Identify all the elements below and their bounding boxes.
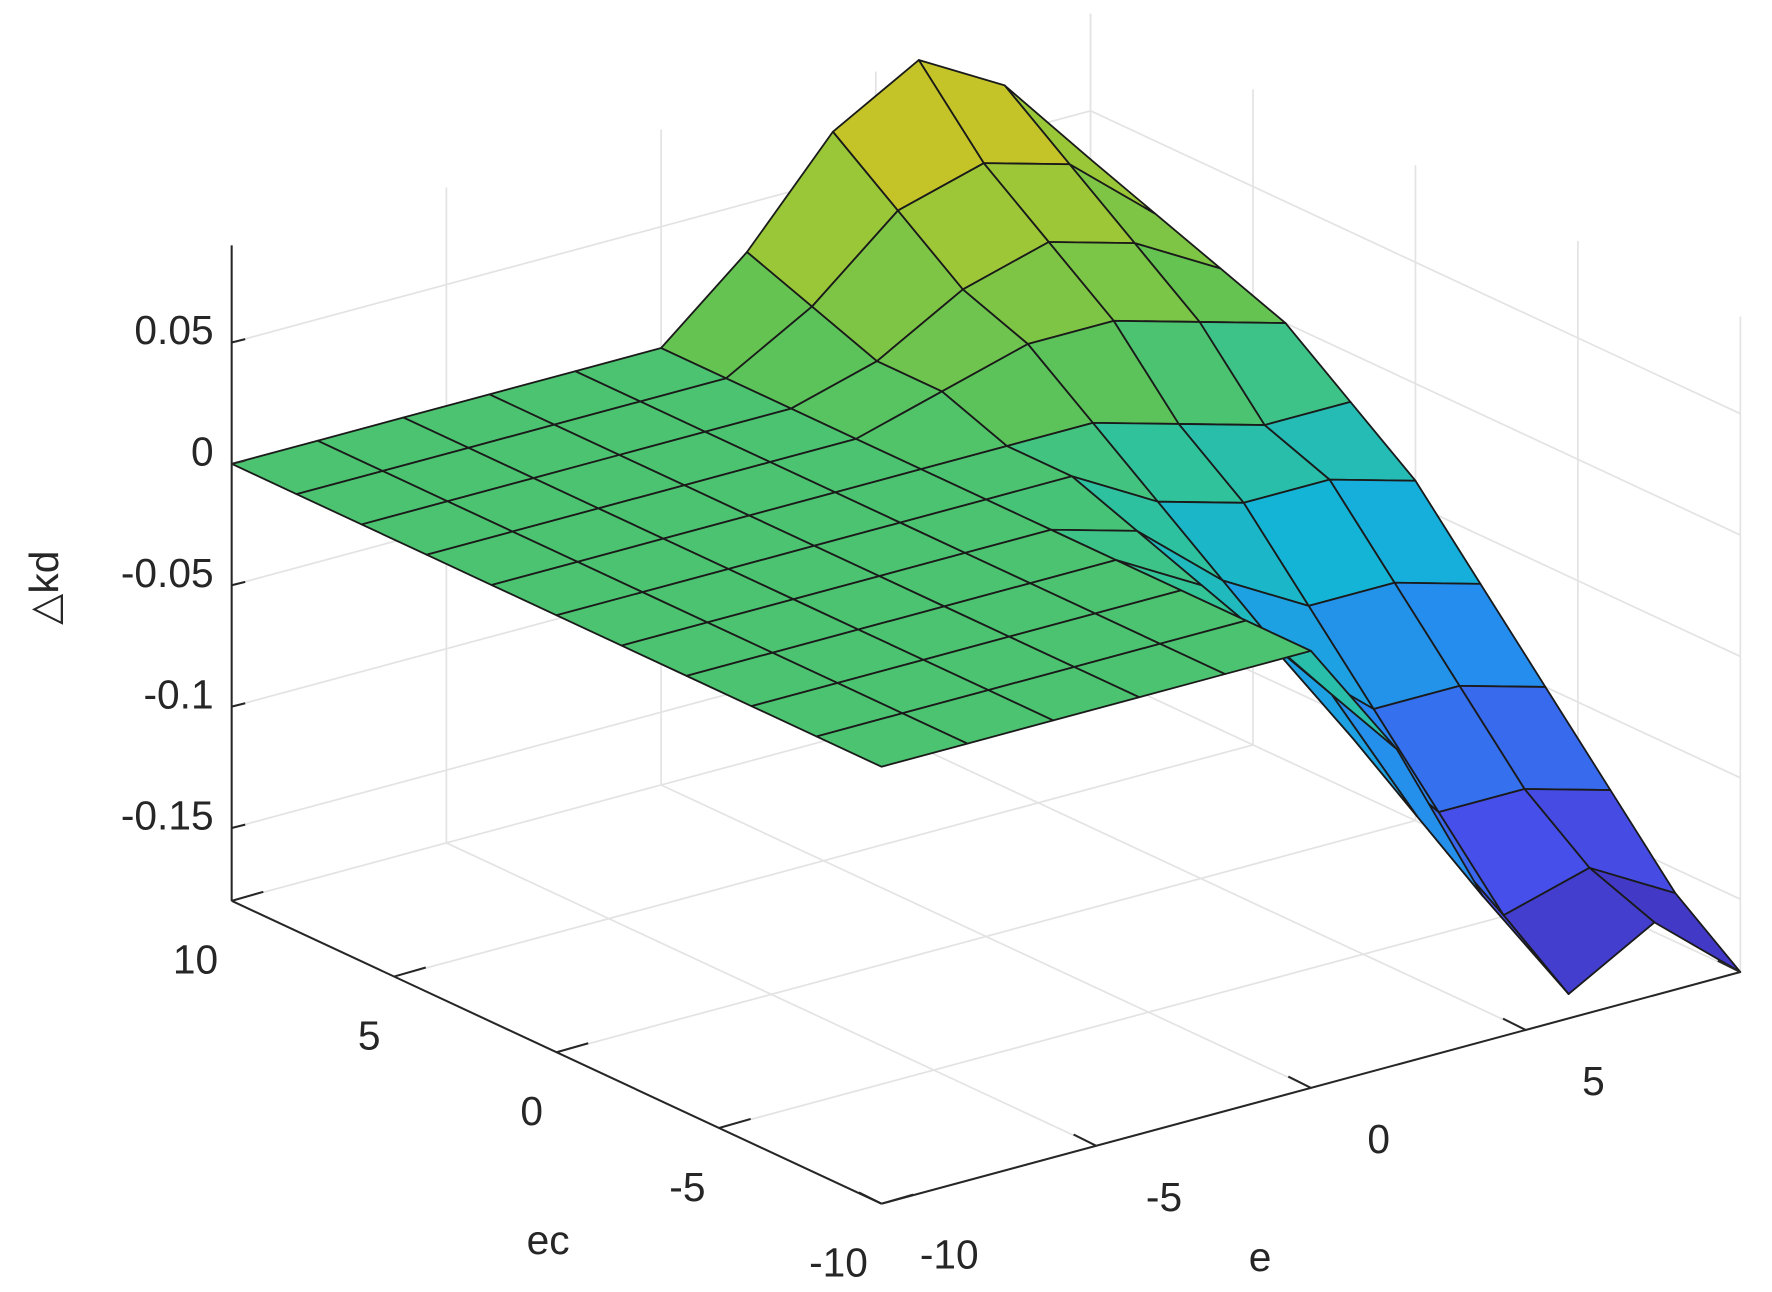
z-tick	[231, 823, 246, 829]
y-axis	[231, 899, 882, 1205]
grid-line	[1090, 110, 1741, 415]
z-tick	[231, 580, 246, 587]
z-tick-label: -0.05	[121, 550, 214, 596]
x-tick-label: -10	[920, 1232, 979, 1278]
surface-cell	[815, 712, 969, 768]
y-tick	[231, 890, 264, 902]
y-tick	[393, 966, 427, 978]
z-tick-label: -0.1	[143, 671, 213, 717]
x-axis	[881, 971, 1741, 1205]
z-tick-label: -0.15	[121, 793, 214, 839]
x-tick	[1073, 1133, 1097, 1147]
z-axis-label: △kd	[21, 551, 67, 625]
z-tick-label: 0	[191, 429, 214, 475]
grid-line	[718, 895, 1579, 1129]
y-tick-label: 0	[520, 1088, 543, 1134]
x-axis-label: e	[1249, 1234, 1272, 1280]
x-tick-label: 0	[1367, 1116, 1390, 1162]
y-tick-label: -10	[809, 1240, 868, 1286]
z-tick	[231, 702, 246, 708]
x-tick	[1287, 1075, 1312, 1089]
y-tick	[556, 1042, 589, 1054]
x-tick	[1717, 959, 1741, 973]
y-tick	[718, 1117, 751, 1129]
y-tick-label: -5	[669, 1164, 705, 1210]
y-axis-label: ec	[527, 1217, 570, 1263]
y-tick-label: 5	[358, 1012, 381, 1058]
z-tick	[231, 459, 246, 465]
y-tick	[881, 1193, 914, 1205]
surface	[230, 59, 1742, 995]
x-tick-label: -5	[1146, 1174, 1182, 1220]
x-tick-label: 5	[1582, 1058, 1605, 1104]
grid-line	[556, 819, 1416, 1054]
z-tick	[231, 338, 246, 344]
x-tick	[858, 1191, 882, 1205]
z-tick-label: 0.05	[134, 307, 213, 353]
x-tick	[1502, 1017, 1527, 1031]
grid-line	[393, 744, 1254, 978]
y-tick-label: 10	[173, 937, 218, 983]
